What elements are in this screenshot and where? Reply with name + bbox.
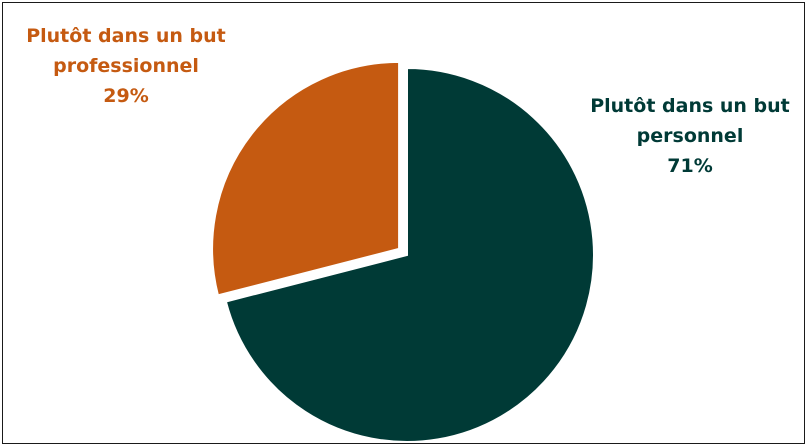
pie-slice-professionnel (211, 60, 401, 297)
slice-value-personnel: 71% (667, 155, 713, 177)
slice-label-personnel-line2: personnel (636, 125, 744, 147)
slice-label-personnel-line1: Plutôt dans un but (590, 95, 790, 117)
slice-value-professionnel: 29% (103, 85, 149, 107)
pie-chart (211, 60, 595, 443)
slice-label-professionnel: Plutôt dans un but professionnel 29% (11, 21, 241, 111)
slice-label-personnel: Plutôt dans un but personnel 71% (585, 91, 795, 181)
pie-slice-personnel (224, 66, 595, 443)
slice-label-professionnel-line2: professionnel (53, 55, 199, 77)
slice-label-professionnel-line1: Plutôt dans un but (26, 25, 226, 47)
